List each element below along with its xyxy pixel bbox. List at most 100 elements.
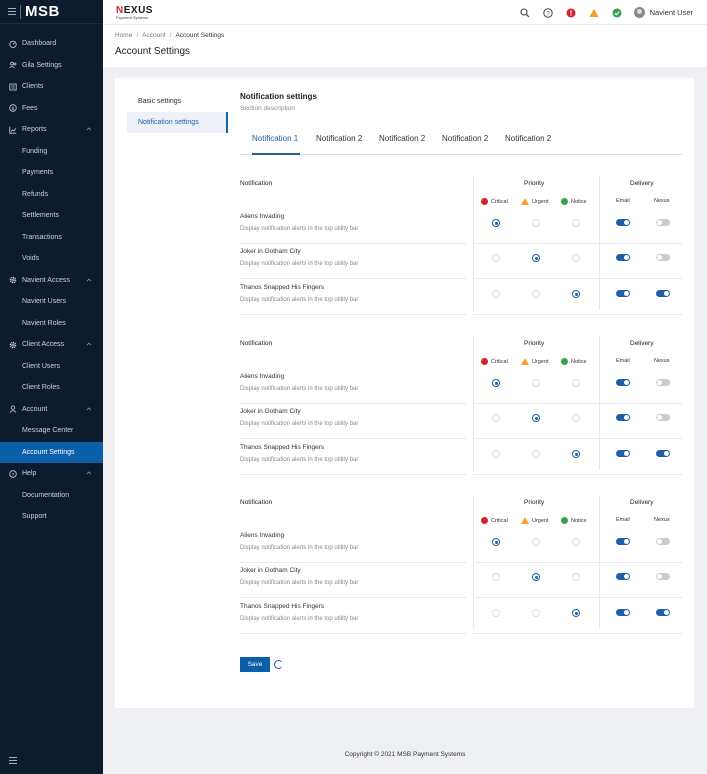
nexus-toggle[interactable] [656, 573, 670, 580]
priority-notice-radio[interactable] [572, 450, 580, 458]
chevron-up-icon[interactable] [86, 277, 92, 283]
priority-critical-radio[interactable] [492, 219, 500, 227]
tab-notification-5[interactable]: Notification 2 [505, 134, 552, 143]
priority-critical-radio[interactable] [492, 414, 500, 422]
priority-critical-radio[interactable] [492, 573, 500, 581]
nexus-toggle[interactable] [656, 379, 670, 386]
nexus-toggle[interactable] [656, 609, 670, 616]
sidebar-item-account[interactable]: Account [0, 399, 103, 421]
delivery-nexus-header: Nexus [654, 358, 670, 364]
email-toggle[interactable] [616, 219, 630, 226]
sidebar-item-message-center[interactable]: Message Center [0, 420, 103, 442]
sidebar-item-dashboard[interactable]: Dashboard [0, 33, 103, 55]
sidebar-item-gila-settings[interactable]: Gila Settings [0, 55, 103, 77]
search-icon[interactable] [519, 7, 531, 19]
email-toggle[interactable] [616, 379, 630, 386]
help-icon[interactable]: ? [542, 7, 554, 19]
priority-notice-radio[interactable] [572, 573, 580, 581]
chevron-up-icon[interactable] [86, 341, 92, 347]
nexus-logo[interactable]: NEXUS Payment Systems [116, 5, 153, 20]
nexus-toggle[interactable] [656, 290, 670, 297]
tab-notification-1[interactable]: Notification 1 [252, 134, 299, 143]
nexus-toggle[interactable] [656, 450, 670, 457]
priority-urgent-radio[interactable] [532, 573, 540, 581]
save-button[interactable]: Save [240, 657, 270, 672]
hamburger-icon[interactable] [8, 8, 16, 15]
priority-urgent-radio[interactable] [532, 609, 540, 617]
chevron-up-icon[interactable] [86, 126, 92, 132]
priority-notice-radio[interactable] [572, 219, 580, 227]
chevron-up-icon[interactable] [86, 406, 92, 412]
nexus-toggle[interactable] [656, 219, 670, 226]
sidebar-item-navient-roles[interactable]: Navient Roles [0, 313, 103, 335]
priority-urgent-radio[interactable] [532, 450, 540, 458]
sidebar-item-transactions[interactable]: Transactions [0, 227, 103, 249]
email-toggle[interactable] [616, 450, 630, 457]
nexus-toggle[interactable] [656, 254, 670, 261]
priority-urgent-radio[interactable] [532, 538, 540, 546]
breadcrumb-account[interactable]: Account [142, 32, 166, 39]
delivery-email-header: Email [616, 358, 630, 364]
sidebar-item-help[interactable]: ? Help [0, 463, 103, 485]
email-toggle[interactable] [616, 538, 630, 545]
settings-nav-basic[interactable]: Basic settings [138, 98, 182, 105]
priority-notice-radio[interactable] [572, 414, 580, 422]
sidebar-item-reports[interactable]: Reports [0, 119, 103, 141]
sidebar-item-fees[interactable]: $ Fees [0, 98, 103, 120]
sidebar-item-client-roles[interactable]: Client Roles [0, 377, 103, 399]
priority-urgent-header: Urgent [521, 517, 549, 524]
table-row: Thanos Snapped His Fingers Display notifi… [240, 598, 682, 634]
priority-critical-radio[interactable] [492, 450, 500, 458]
nexus-toggle[interactable] [656, 538, 670, 545]
priority-critical-radio[interactable] [492, 290, 500, 298]
email-toggle[interactable] [616, 609, 630, 616]
sidebar-item-label: Payments [22, 169, 54, 177]
sidebar-item-client-users[interactable]: Client Users [0, 356, 103, 378]
nexus-toggle[interactable] [656, 414, 670, 421]
notice-alert-icon[interactable] [611, 7, 623, 19]
row-divider [240, 438, 466, 439]
priority-critical-radio[interactable] [492, 609, 500, 617]
sidebar-item-funding[interactable]: Funding [0, 141, 103, 163]
priority-notice-radio[interactable] [572, 538, 580, 546]
breadcrumb-home[interactable]: Home [115, 32, 133, 39]
email-toggle[interactable] [616, 573, 630, 580]
notification-table: Notification Priority Delivery Critical Urge… [240, 495, 682, 635]
settings-nav-notification[interactable]: Notification settings [127, 112, 228, 133]
priority-critical-radio[interactable] [492, 254, 500, 262]
email-toggle[interactable] [616, 290, 630, 297]
sidebar-item-account-settings[interactable]: Account Settings [0, 441, 103, 463]
priority-urgent-radio[interactable] [532, 379, 540, 387]
tab-notification-3[interactable]: Notification 2 [379, 134, 426, 143]
sidebar-item-voids[interactable]: Voids [0, 248, 103, 270]
sidebar-item-navient-users[interactable]: Navient Users [0, 291, 103, 313]
sidebar-item-client-access[interactable]: Client Access [0, 334, 103, 356]
sidebar-item-support[interactable]: Support [0, 506, 103, 528]
sidebar-item-refunds[interactable]: Refunds [0, 184, 103, 206]
delivery-email-header: Email [616, 517, 630, 523]
collapse-menu-icon[interactable] [9, 757, 17, 764]
email-toggle[interactable] [616, 414, 630, 421]
priority-urgent-radio[interactable] [532, 414, 540, 422]
sidebar-item-documentation[interactable]: Documentation [0, 485, 103, 507]
priority-urgent-radio[interactable] [532, 254, 540, 262]
priority-critical-radio[interactable] [492, 379, 500, 387]
critical-alert-icon[interactable] [565, 7, 577, 19]
sidebar-item-clients[interactable]: Clients [0, 76, 103, 98]
email-toggle[interactable] [616, 254, 630, 261]
sidebar-item-payments[interactable]: Payments [0, 162, 103, 184]
chevron-up-icon[interactable] [86, 470, 92, 476]
priority-urgent-radio[interactable] [532, 290, 540, 298]
priority-notice-radio[interactable] [572, 609, 580, 617]
priority-notice-radio[interactable] [572, 254, 580, 262]
priority-urgent-radio[interactable] [532, 219, 540, 227]
user-menu[interactable]: Navient User [633, 7, 693, 18]
tab-notification-2[interactable]: Notification 2 [316, 134, 363, 143]
priority-notice-radio[interactable] [572, 379, 580, 387]
sidebar-item-settlements[interactable]: Settlements [0, 205, 103, 227]
tab-notification-4[interactable]: Notification 2 [442, 134, 489, 143]
sidebar-item-navient-access[interactable]: Navient Access [0, 270, 103, 292]
urgent-alert-icon[interactable] [588, 7, 600, 19]
priority-notice-radio[interactable] [572, 290, 580, 298]
priority-critical-radio[interactable] [492, 538, 500, 546]
